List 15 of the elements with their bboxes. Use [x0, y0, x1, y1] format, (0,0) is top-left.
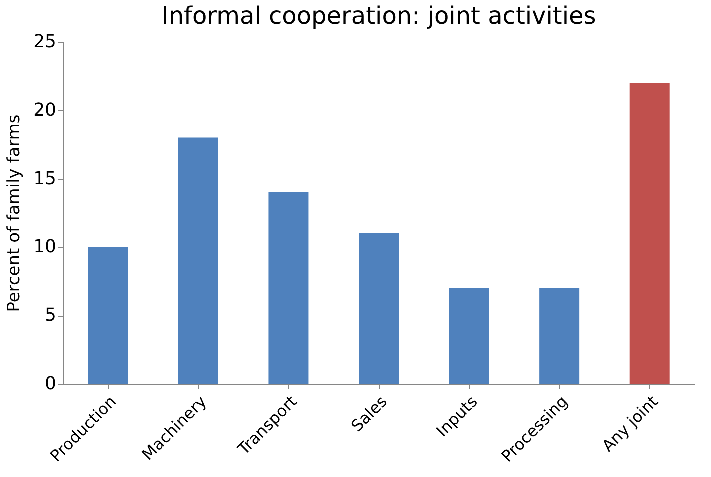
bar	[449, 288, 490, 384]
y-tick-label: 0	[45, 374, 56, 394]
y-tick-label: 10	[34, 236, 56, 258]
y-tick-label: 20	[34, 100, 56, 121]
bar	[540, 288, 580, 384]
chart-title: Informal cooperation: joint activities	[162, 2, 596, 30]
bar	[178, 138, 218, 384]
y-tick-label: 15	[34, 168, 56, 190]
bar	[88, 247, 128, 384]
y-tick-label: 25	[34, 32, 56, 52]
bar	[359, 234, 399, 384]
bar	[630, 83, 670, 384]
bar	[268, 192, 309, 384]
y-axis-title: Percent of family farms	[4, 114, 25, 312]
y-tick-label: 5	[45, 305, 56, 326]
